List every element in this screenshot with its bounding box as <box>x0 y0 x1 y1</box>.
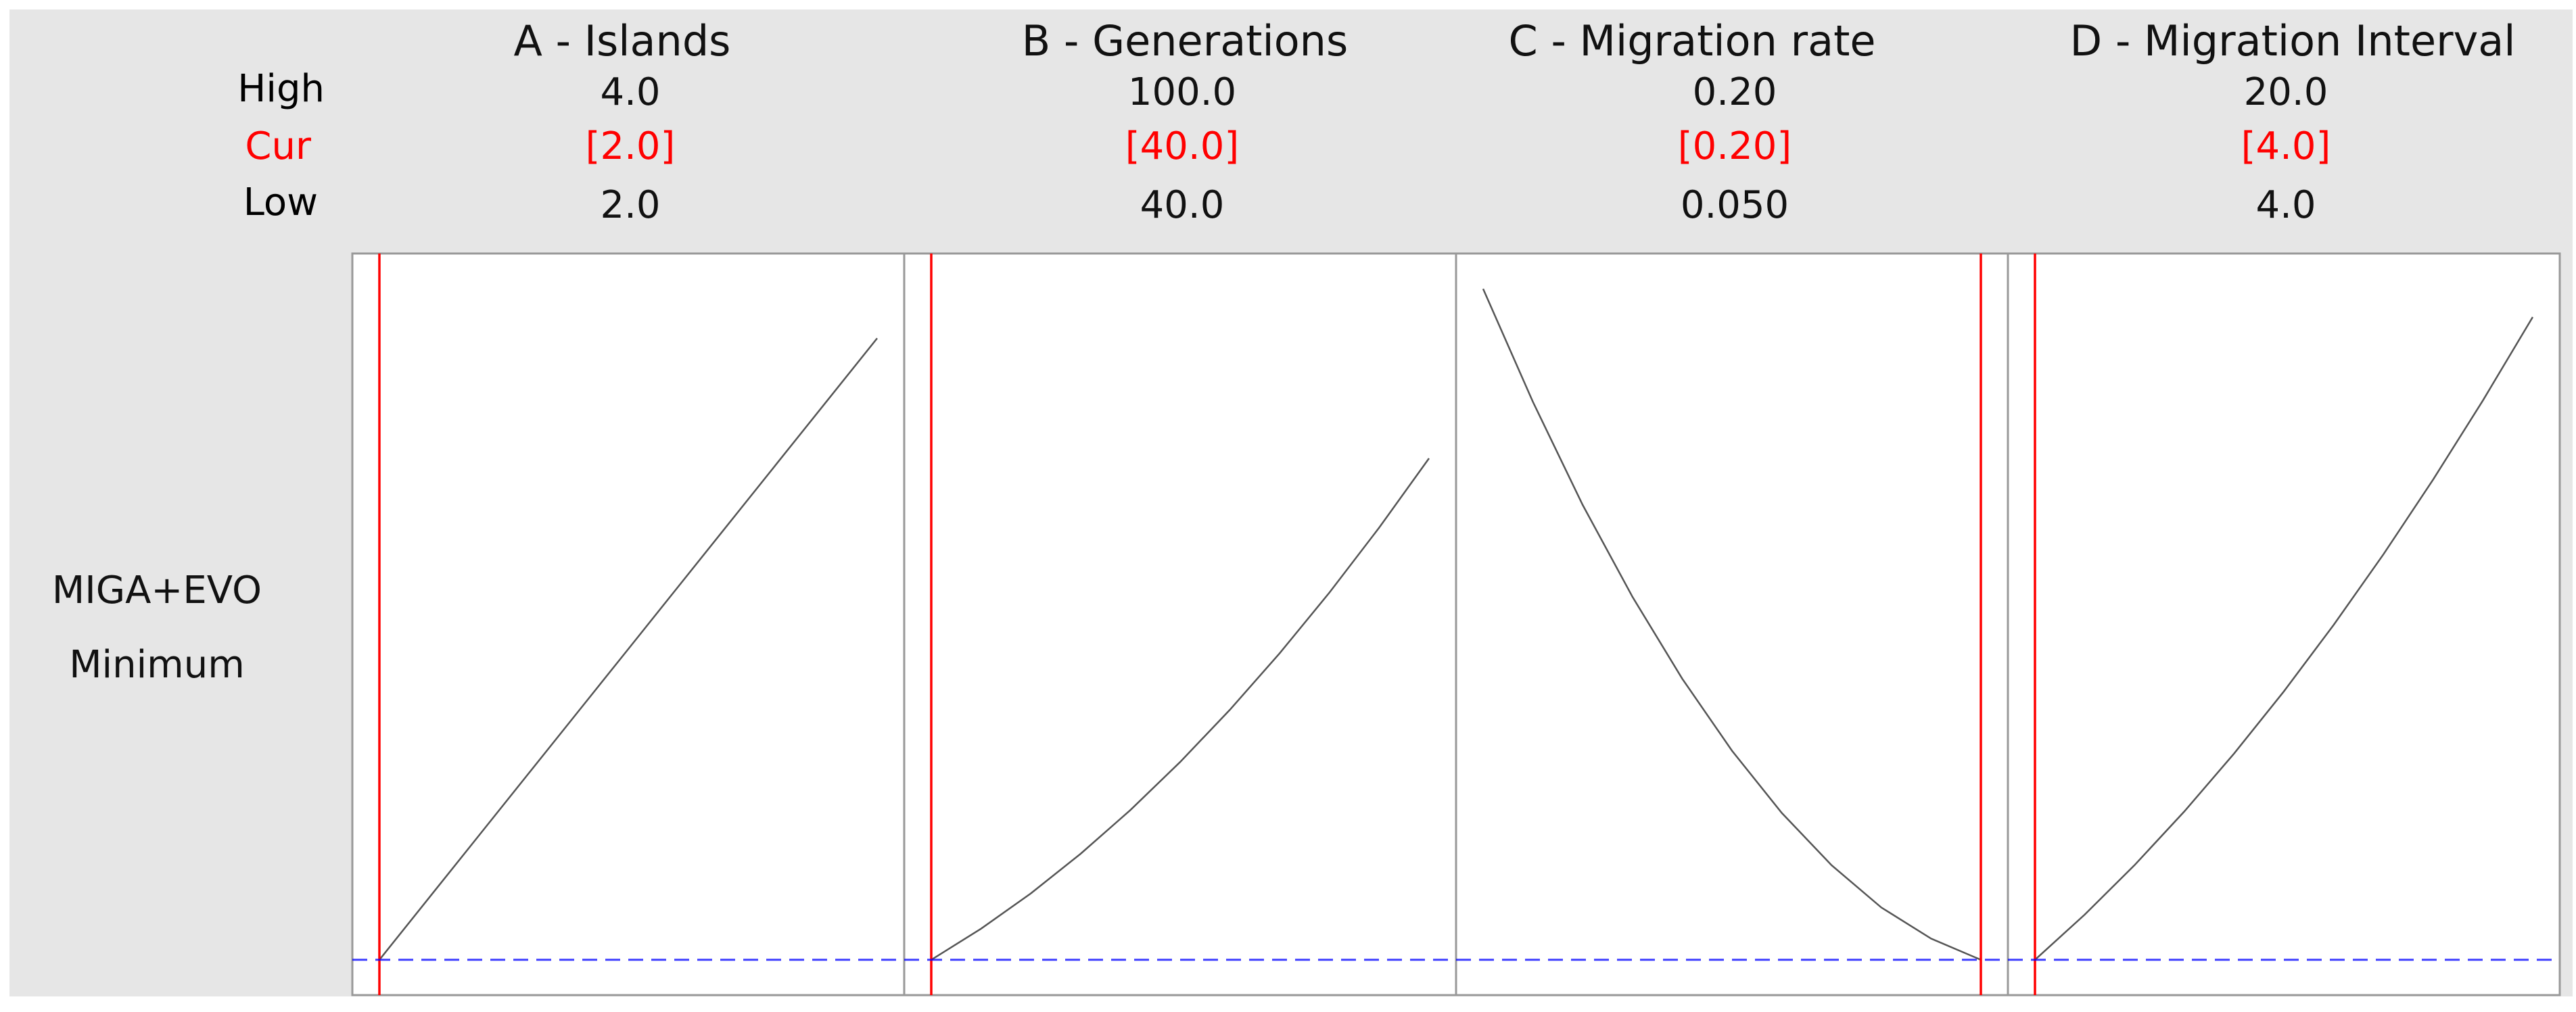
factor-a-high: 4.0 <box>600 70 661 114</box>
factor-a-low: 2.0 <box>600 183 661 227</box>
factor-a-cur[interactable]: [2.0] <box>585 124 676 168</box>
factor-b-cur[interactable]: [40.0] <box>1125 124 1240 168</box>
response-goal-label: Minimum <box>69 643 245 687</box>
factor-c-response-curve <box>1482 288 1982 961</box>
factor-b-header: B - Generations <box>1021 16 1349 66</box>
factor-a-response-curve <box>379 337 878 961</box>
cur-row-label: Cur <box>245 124 311 168</box>
factor-c-panel <box>1455 252 2009 996</box>
factor-d-cur[interactable]: [4.0] <box>2241 124 2331 168</box>
factor-b-response-curve <box>931 458 1430 961</box>
factor-a-header: A - Islands <box>513 16 731 66</box>
factor-c-header: C - Migration rate <box>1508 16 1876 66</box>
factor-c-low: 0.050 <box>1680 183 1789 227</box>
factor-c-cur[interactable]: [0.20] <box>1677 124 1792 168</box>
response-name-label: MIGA+EVO <box>51 569 262 612</box>
factor-d-panel <box>2007 252 2561 996</box>
factor-d-low: 4.0 <box>2255 183 2316 227</box>
factor-d-high: 20.0 <box>2243 70 2328 114</box>
factor-a-panel <box>351 252 906 996</box>
factor-b-low: 40.0 <box>1140 183 1225 227</box>
high-row-label: High <box>237 67 325 111</box>
low-row-label: Low <box>243 180 318 224</box>
factor-d-response-curve <box>2034 316 2534 961</box>
factor-b-panel <box>903 252 1457 996</box>
factor-d-header: D - Migration Interval <box>2069 16 2516 66</box>
factor-c-high: 0.20 <box>1692 70 1777 114</box>
factor-b-high: 100.0 <box>1127 70 1237 114</box>
